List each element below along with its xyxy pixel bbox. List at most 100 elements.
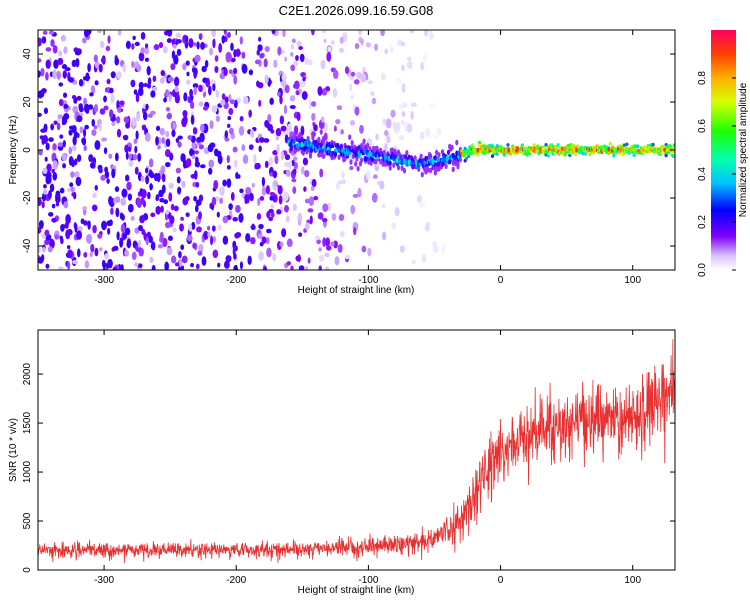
spectrogram-noise-blob [71, 144, 77, 152]
spectrogram-noise-blob [71, 94, 77, 100]
spectrogram-noise-blob [54, 234, 59, 240]
spectrogram-signal-point [490, 144, 495, 149]
spectrogram-signal-point [456, 163, 460, 170]
spectrogram-noise-blob [145, 103, 149, 111]
spectrogram-noise-blob [266, 228, 272, 234]
spectrogram-noise-blob [172, 227, 177, 233]
spectrogram-noise-blob [245, 187, 252, 195]
spectrogram-signal-point [396, 164, 401, 171]
spectrogram-noise-blob [297, 212, 303, 222]
spectrogram-noise-blob [194, 54, 201, 63]
spectrogram-noise-blob [241, 63, 248, 74]
spectrogram-noise-blob [332, 88, 338, 98]
spectrogram-noise-blob [302, 76, 306, 82]
spectrogram-noise-blob [178, 250, 182, 259]
spectrogram-noise-blob [65, 229, 71, 240]
y-tick-label: -40 [22, 238, 33, 253]
spectrogram-noise-blob [85, 30, 92, 35]
spectrogram-noise-blob [284, 56, 288, 62]
spectrogram-noise-blob [133, 89, 138, 95]
spectrogram-noise-blob [57, 114, 63, 119]
spectrogram-noise-blob [235, 204, 241, 213]
spectrogram-signal-point [612, 151, 616, 156]
spectrogram-noise-blob [175, 167, 182, 174]
spectrogram-noise-blob [423, 30, 429, 37]
spectrogram-noise-blob [127, 193, 133, 201]
spectrogram-noise-blob [50, 123, 55, 131]
spectrogram-noise-blob [215, 195, 220, 202]
spectrogram-noise-blob [182, 63, 187, 71]
spectrogram-noise-blob [307, 208, 314, 213]
spectrogram-noise-blob [335, 118, 341, 125]
spectrogram-noise-blob [110, 207, 114, 216]
spectrogram-noise-blob [238, 213, 244, 223]
spectrogram-noise-blob [299, 53, 305, 63]
spectrogram-noise-blob [143, 82, 149, 88]
spectrogram-noise-blob [170, 203, 175, 211]
spectrogram-noise-blob [341, 171, 345, 179]
spectrogram-noise-blob [243, 95, 249, 105]
spectrogram-noise-blob [84, 124, 89, 130]
spectrogram-noise-blob [350, 71, 356, 77]
spectrogram-noise-blob [82, 206, 87, 211]
spectrogram-noise-blob [180, 216, 184, 221]
spectrogram-noise-blob [226, 155, 230, 164]
spectrogram-noise-blob [432, 134, 438, 139]
spectrogram-noise-blob [169, 215, 175, 224]
snr-y-axis-label: SNR (10 * v/v) [8, 418, 19, 482]
spectrogram-noise-blob [429, 30, 433, 40]
spectrogram-noise-blob [222, 215, 229, 224]
spectrogram-noise-blob [224, 137, 230, 142]
spectrogram-noise-blob [212, 38, 216, 49]
spectrogram-noise-blob [327, 202, 332, 211]
spectrogram-noise-blob [202, 105, 209, 111]
spectrogram-noise-blob [280, 150, 285, 161]
spectrogram-noise-blob [296, 111, 301, 122]
spectrogram-noise-blob [38, 149, 43, 156]
spectrogram-noise-blob [223, 260, 230, 269]
spectrogram-noise-blob [94, 247, 99, 257]
spectrogram-noise-blob [344, 66, 350, 75]
spectrogram-noise-blob [180, 153, 186, 163]
spectrogram-signal-point [388, 160, 392, 167]
spectrogram-noise-blob [119, 100, 125, 106]
spectrogram-noise-blob [318, 265, 322, 270]
spectrogram-signal-point [370, 156, 374, 162]
spectrogram-signal-point [436, 161, 440, 168]
spectrogram-noise-blob [239, 36, 243, 45]
spectrogram-noise-blob [279, 241, 284, 247]
spectrogram-noise-blob [190, 95, 194, 100]
spectrogram-noise-blob [192, 242, 196, 249]
spectrogram-noise-blob [196, 41, 200, 50]
spectrogram-noise-blob [367, 247, 372, 257]
spectrogram-noise-blob [45, 263, 50, 269]
spectrogram-noise-blob [402, 102, 408, 109]
spectrogram-noise-blob [339, 231, 345, 238]
x-tick-label: -100 [358, 275, 378, 286]
spectrogram-signal-point [375, 145, 379, 152]
spectrogram-noise-blob [266, 210, 271, 219]
spectrogram-noise-blob [391, 222, 397, 230]
spectrogram-noise-blob [148, 158, 154, 168]
spectrogram-noise-blob [102, 266, 108, 270]
spectrogram-noise-blob [196, 136, 202, 143]
spectrogram-noise-blob [173, 55, 179, 65]
spectrogram-noise-blob [89, 92, 94, 97]
spectrogram-noise-blob [195, 263, 200, 270]
spectrogram-noise-blob [198, 84, 203, 93]
spectrogram-noise-blob [304, 222, 310, 231]
spectrogram-noise-blob [298, 45, 303, 50]
spectrogram-noise-blob [82, 128, 87, 138]
spectrogram-noise-blob [160, 205, 164, 213]
spectrogram-noise-blob [52, 143, 57, 151]
spectrogram-noise-blob [103, 105, 109, 111]
spectrogram-noise-blob [398, 104, 403, 110]
spectrogram-noise-blob [283, 104, 288, 115]
spectrogram-noise-blob [83, 145, 87, 152]
spectrogram-noise-blob [249, 237, 256, 245]
spectrogram-noise-blob [158, 41, 164, 49]
spectrogram-noise-blob [251, 182, 255, 188]
spectrogram-noise-blob [125, 40, 131, 50]
spectrogram-noise-blob [166, 247, 173, 256]
spectrogram-noise-blob [193, 86, 198, 96]
